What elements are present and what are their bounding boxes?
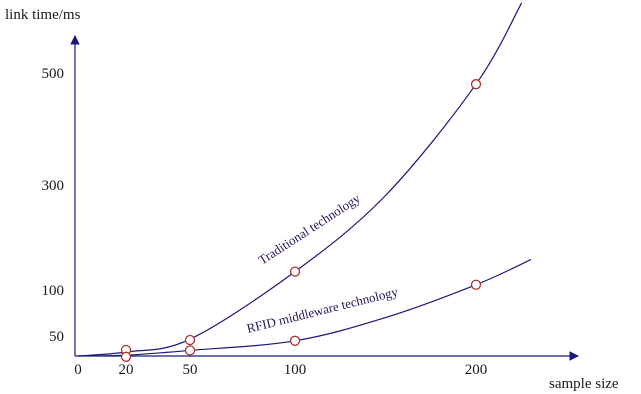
y-tick-label: 500: [42, 66, 65, 82]
data-point-marker: [184, 334, 196, 346]
y-tick-label: 300: [42, 178, 65, 194]
series-layer: [77, 2, 532, 362]
x-tick-labels: 0 20 50 100 200: [74, 362, 487, 378]
data-point-marker: [120, 351, 132, 362]
data-point-marker: [289, 266, 301, 277]
x-tick-label: 50: [183, 362, 198, 378]
x-tick-label: 100: [284, 362, 307, 378]
y-axis-title: link time/ms: [5, 7, 81, 23]
data-point-marker: [289, 335, 301, 346]
x-tick-label: 200: [465, 362, 488, 378]
data-point-marker: [470, 279, 482, 290]
series-line-0: [77, 2, 523, 357]
y-tick-label: 50: [49, 329, 64, 345]
x-tick-label: 20: [119, 362, 134, 378]
x-axis-title: sample size: [549, 376, 619, 392]
data-point-marker: [184, 345, 196, 356]
y-tick-label: 100: [42, 283, 65, 299]
annotation-traditional: Traditional technology: [255, 190, 363, 267]
x-tick-label: 0: [74, 362, 82, 378]
data-point-marker: [470, 79, 482, 90]
y-tick-labels: 50 100 300 500: [42, 66, 65, 345]
